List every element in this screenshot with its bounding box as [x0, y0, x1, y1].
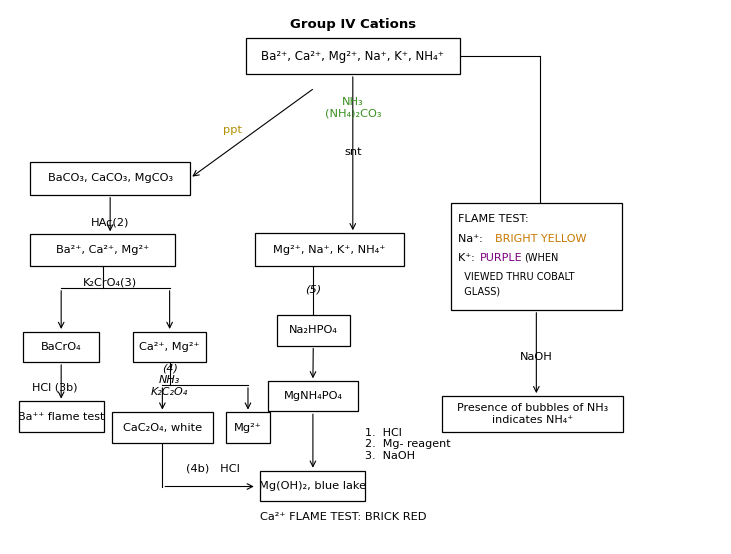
Bar	[451, 203, 621, 310]
Text: Ca²⁺, Mg²⁺: Ca²⁺, Mg²⁺	[140, 342, 200, 352]
Text: BaCrO₄: BaCrO₄	[41, 342, 81, 352]
Bar	[268, 381, 358, 412]
Bar	[31, 162, 190, 195]
Bar	[31, 234, 175, 266]
Text: Mg²⁺, Na⁺, K⁺, NH₄⁺: Mg²⁺, Na⁺, K⁺, NH₄⁺	[273, 244, 386, 255]
Text: MgNH₄PO₄: MgNH₄PO₄	[284, 391, 342, 401]
Text: BRIGHT YELLOW: BRIGHT YELLOW	[495, 234, 586, 244]
Text: ppt: ppt	[223, 125, 242, 135]
Text: BaCO₃, CaCO₃, MgCO₃: BaCO₃, CaCO₃, MgCO₃	[48, 173, 173, 183]
Text: snt: snt	[344, 147, 362, 157]
Text: Group IV Cations: Group IV Cations	[290, 18, 416, 31]
Bar	[226, 413, 270, 443]
Text: Ba⁺⁺ flame test: Ba⁺⁺ flame test	[18, 412, 105, 422]
Text: CaC₂O₄, white: CaC₂O₄, white	[123, 423, 202, 433]
Text: NH₃
(NH₄)₂CO₃: NH₃ (NH₄)₂CO₃	[325, 98, 382, 119]
Text: NaOH: NaOH	[520, 352, 553, 362]
Text: FLAME TEST:: FLAME TEST:	[458, 214, 529, 224]
Text: VIEWED THRU COBALT: VIEWED THRU COBALT	[458, 272, 575, 282]
Bar	[442, 396, 623, 432]
Bar	[277, 315, 349, 346]
Text: Na₂HPO₄: Na₂HPO₄	[289, 325, 338, 336]
Text: (5): (5)	[305, 284, 322, 294]
Text: Na⁺:: Na⁺:	[458, 234, 490, 244]
Text: 1.  HCl
2.  Mg- reagent
3.  NaOH: 1. HCl 2. Mg- reagent 3. NaOH	[366, 428, 451, 461]
Text: PURPLE: PURPLE	[480, 253, 523, 263]
Text: GLASS): GLASS)	[458, 287, 501, 297]
Text: Ba²⁺, Ca²⁺, Mg²⁺, Na⁺, K⁺, NH₄⁺: Ba²⁺, Ca²⁺, Mg²⁺, Na⁺, K⁺, NH₄⁺	[262, 50, 444, 63]
Text: K₂CrO₄(3): K₂CrO₄(3)	[83, 278, 137, 288]
Text: Mg(OH)₂, blue lake: Mg(OH)₂, blue lake	[260, 481, 366, 491]
Bar	[112, 413, 213, 443]
Bar	[133, 332, 206, 362]
Text: (WHEN: (WHEN	[523, 253, 558, 263]
Text: (4)
NH₃
K₂C₂O₄: (4) NH₃ K₂C₂O₄	[151, 363, 189, 397]
Bar	[246, 38, 460, 74]
Text: Presence of bubbles of NH₃
indicates NH₄⁺: Presence of bubbles of NH₃ indicates NH₄…	[457, 403, 608, 424]
Bar	[19, 402, 105, 432]
Text: Ca²⁺ FLAME TEST: BRICK RED: Ca²⁺ FLAME TEST: BRICK RED	[260, 512, 427, 522]
Bar	[260, 470, 366, 501]
Text: K⁺:: K⁺:	[458, 253, 482, 263]
Text: Ba²⁺, Ca²⁺, Mg²⁺: Ba²⁺, Ca²⁺, Mg²⁺	[56, 245, 150, 255]
Text: HAc(2): HAc(2)	[91, 217, 129, 227]
Text: HCl (3b): HCl (3b)	[32, 383, 77, 393]
Text: (4b)   HCl: (4b) HCl	[186, 464, 240, 474]
Text: Mg²⁺: Mg²⁺	[234, 423, 262, 433]
Bar	[23, 332, 99, 362]
Bar	[255, 233, 404, 266]
